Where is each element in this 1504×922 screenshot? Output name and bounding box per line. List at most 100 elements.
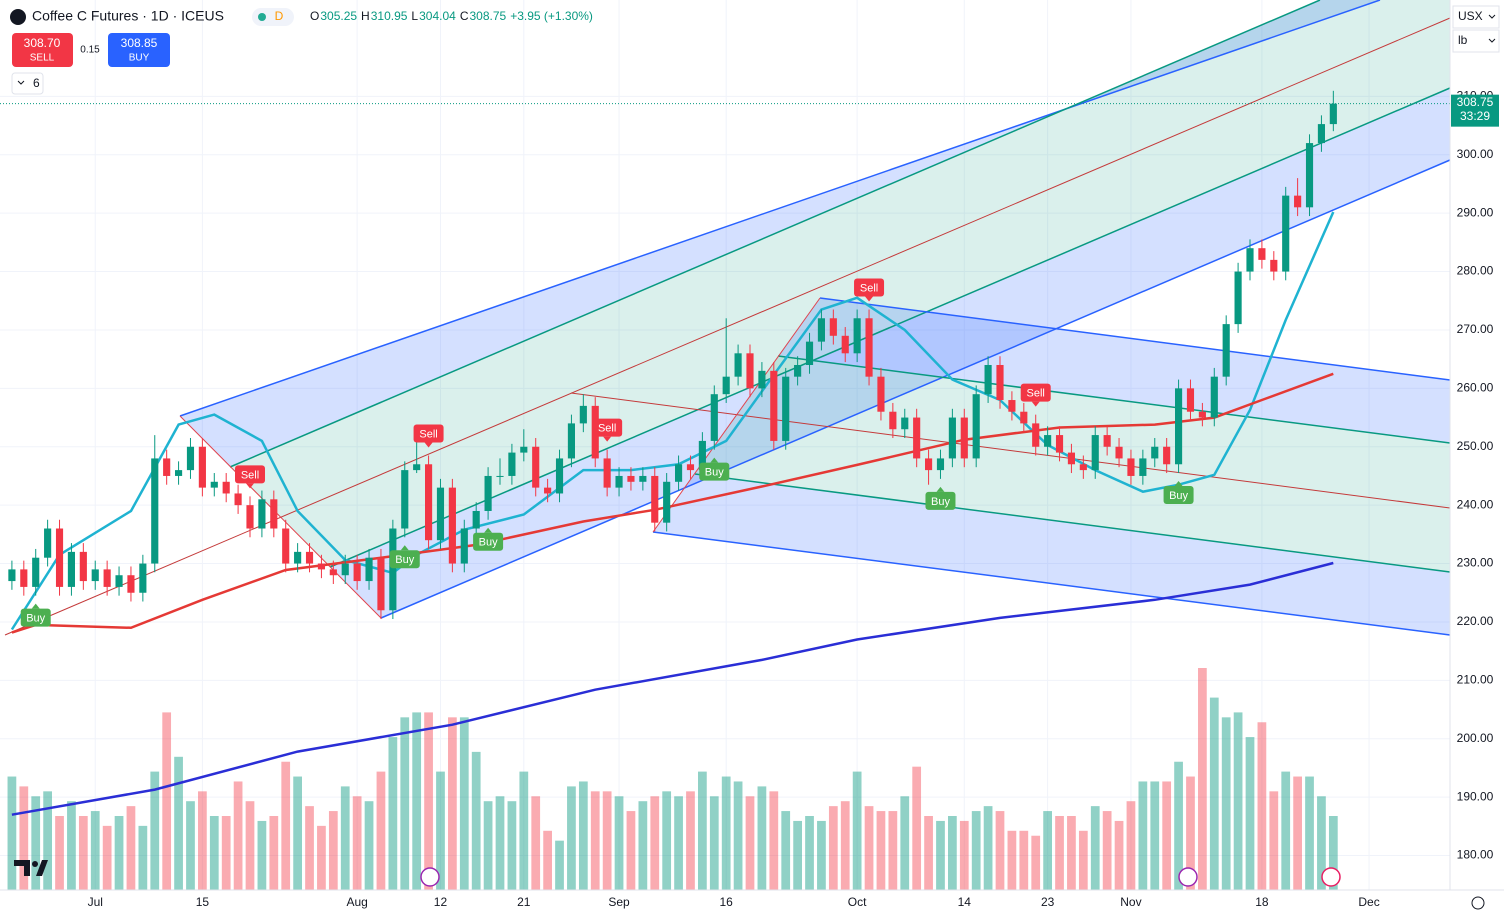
candle-body	[175, 470, 183, 476]
candle-body	[936, 458, 945, 471]
indicators-toggle[interactable]	[11, 72, 44, 95]
volume-bar	[352, 796, 362, 890]
signal-label: Buy	[395, 554, 414, 566]
fork-line	[819, 297, 1451, 381]
volume-bar	[31, 796, 41, 890]
volume-bar	[55, 816, 64, 890]
candle-body	[734, 353, 742, 377]
volume-bar	[1269, 791, 1279, 890]
x-tick-label: 14	[958, 895, 972, 909]
fork-band	[778, 298, 1450, 443]
buy-label: BUY	[129, 53, 150, 64]
status-pill	[252, 8, 294, 26]
unit-select[interactable]	[1452, 29, 1500, 53]
volume-bar	[459, 717, 469, 890]
candle-body	[889, 411, 897, 430]
candle-body	[817, 318, 825, 342]
candle-body	[1067, 452, 1075, 465]
signal-pointer	[246, 483, 254, 489]
candle-body	[972, 394, 980, 459]
volume-bar	[1078, 830, 1088, 890]
volume-bar	[90, 811, 100, 890]
ohlc-key: O	[310, 9, 319, 23]
candle-body	[317, 563, 325, 570]
volume-bar	[924, 816, 933, 890]
volume-bar	[567, 786, 576, 890]
signal-pointer	[865, 296, 874, 302]
candle-body	[413, 464, 421, 471]
candle-body	[877, 376, 885, 412]
buy-button[interactable]	[108, 33, 170, 67]
volume-bar	[328, 811, 338, 890]
y-tick-label: 210.00	[1457, 673, 1494, 687]
candle-body	[1032, 423, 1040, 447]
volume-bar	[1328, 816, 1338, 890]
volume-layer	[0, 0, 1450, 890]
volume-bar	[102, 825, 112, 890]
volume-bar	[626, 811, 636, 890]
event-icon[interactable]	[1321, 867, 1341, 887]
candle-body	[829, 318, 837, 336]
event-icon[interactable]	[1178, 867, 1198, 887]
candle-body	[567, 423, 575, 459]
axes-layer: 180.00 190.00 200.00 210.00 220.00 230.00 240.…	[88, 89, 1494, 910]
volume-bar	[876, 811, 886, 890]
volume-bar	[245, 801, 255, 890]
price-tag-bg	[1451, 94, 1499, 127]
y-tick-label: 280.00	[1457, 264, 1494, 278]
candle-body	[1329, 103, 1337, 125]
candle-body	[103, 569, 111, 587]
volume-bar	[424, 712, 433, 890]
volume-bar	[138, 825, 148, 890]
chevron	[17, 80, 25, 85]
volume-bar	[150, 771, 160, 890]
signal-pointer	[484, 527, 493, 533]
sell-button[interactable]	[12, 33, 73, 67]
signal-pointer	[936, 486, 945, 492]
candle-body	[841, 335, 849, 354]
tv-logo	[14, 860, 48, 876]
candle-body	[222, 481, 230, 494]
signal-badge	[413, 424, 444, 443]
volume-bar	[448, 717, 457, 890]
price-tag: 308.75 33:29	[1451, 94, 1499, 127]
candle-body	[401, 470, 409, 529]
volume-bar	[531, 796, 541, 890]
volume-bar	[805, 816, 814, 890]
settings-icon[interactable]	[1471, 896, 1485, 910]
volume-bar	[1257, 722, 1267, 890]
candle-body	[1282, 195, 1290, 272]
volume-bar	[590, 791, 600, 890]
candle-body	[139, 563, 147, 593]
candle-body	[329, 569, 337, 576]
event-icon[interactable]	[420, 867, 440, 887]
logo-part	[32, 861, 38, 867]
volume-bar	[221, 816, 231, 890]
signal-pointer	[1174, 481, 1183, 487]
volume-bar	[376, 771, 386, 890]
candle-body	[365, 557, 373, 582]
volume-bar	[1209, 697, 1219, 890]
volume-bar	[602, 791, 612, 890]
volume-bar	[519, 771, 529, 890]
currency-select[interactable]	[1452, 5, 1500, 29]
x-tick-label: 16	[720, 895, 734, 909]
volume-bar	[1162, 781, 1172, 890]
signal-label: Sell	[241, 469, 259, 481]
x-tick-label: Nov	[1120, 895, 1141, 909]
x-tick-label: 12	[434, 895, 448, 909]
signal-badge	[1020, 383, 1051, 402]
volume-bar	[686, 791, 695, 890]
volume-bar	[1138, 781, 1148, 890]
volume-bar	[888, 811, 898, 890]
fork-line	[229, 0, 1321, 468]
volume-bar	[78, 816, 88, 890]
volume-bar	[745, 796, 755, 890]
x-tick-label: Jul	[88, 895, 103, 909]
candle-body	[948, 417, 956, 459]
fork-line	[4, 17, 1451, 636]
volume-bar	[483, 801, 493, 890]
volume-bar	[495, 796, 505, 890]
volume-bar	[1126, 801, 1136, 890]
signal-label: Sell	[419, 428, 437, 440]
